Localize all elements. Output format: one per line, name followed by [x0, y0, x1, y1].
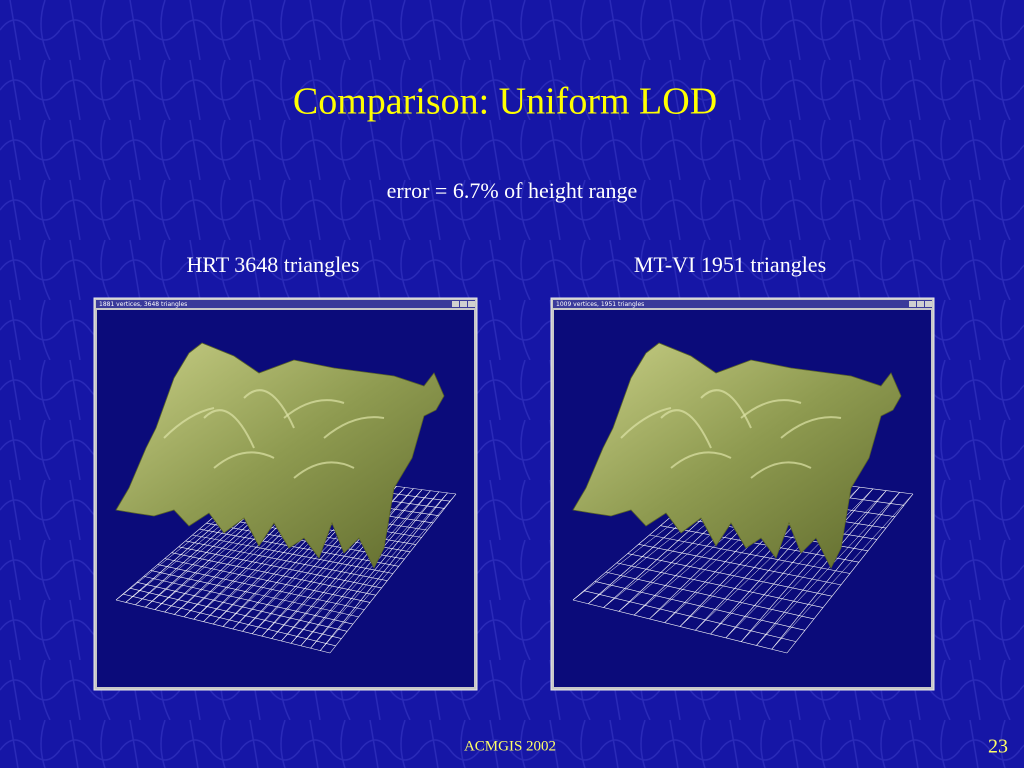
terrain-ridge [323, 416, 385, 439]
window-titlebar [553, 300, 932, 308]
window-titlebar [96, 300, 475, 308]
terrain-ridge [213, 451, 275, 469]
mesh-line [771, 492, 900, 650]
page-number: 23 [988, 736, 1008, 758]
mesh-line [771, 493, 914, 650]
terrain-ridge [243, 389, 295, 429]
mesh-line [310, 491, 440, 649]
mesh-line [290, 490, 431, 644]
terrain-ridge [780, 416, 842, 439]
mesh-line [192, 534, 394, 574]
terrain-ridge [740, 399, 802, 419]
footer: ACMGIS 2002 [464, 738, 556, 754]
title: Comparison: Uniform LOD [293, 81, 717, 123]
mesh-line [281, 488, 414, 642]
mesh-line [290, 489, 423, 644]
window-button[interactable] [452, 301, 459, 307]
mesh-line [320, 493, 457, 651]
terrain-surface [572, 342, 902, 569]
panel-label: MT-VI 1951 triangles [634, 252, 826, 277]
mesh-line [649, 534, 851, 574]
mesh-line [310, 492, 448, 649]
mesh-line [725, 488, 874, 639]
window-title: 1009 vertices, 1951 triangles [556, 301, 644, 308]
window-button[interactable] [909, 301, 916, 307]
terrain-surface [115, 342, 445, 569]
mesh-line [199, 528, 399, 567]
mesh-line [300, 490, 431, 646]
terrain-ridge [203, 409, 255, 449]
window-button[interactable] [468, 301, 475, 307]
mesh-line [756, 490, 887, 646]
window-button[interactable] [925, 301, 932, 307]
window-title: 1881 vertices, 3648 triangles [99, 301, 187, 308]
terrain-ridge [700, 389, 752, 429]
mesh-line [740, 488, 874, 642]
subtitle: error = 6.7% of height range [387, 178, 638, 203]
mesh-line [329, 493, 457, 654]
terrain-ridge [620, 407, 672, 439]
mesh-line [320, 492, 448, 651]
terrain-ridge [660, 409, 712, 449]
mesh-line [756, 492, 900, 646]
mesh-line [740, 490, 887, 642]
viewer-window: 1009 vertices, 1951 triangles [550, 297, 935, 691]
window-button[interactable] [917, 301, 924, 307]
window-button[interactable] [460, 301, 467, 307]
terrain-ridge [163, 407, 215, 439]
mesh-line [300, 491, 440, 646]
mesh-line [786, 493, 914, 654]
terrain-ridge [283, 399, 345, 419]
terrain-ridge [750, 461, 812, 479]
terrain-ridge [670, 451, 732, 469]
terrain-ridge [293, 461, 355, 479]
panel-label: HRT 3648 triangles [186, 252, 359, 277]
mesh-line [281, 489, 423, 642]
viewer-window: 1881 vertices, 3648 triangles [93, 297, 478, 691]
